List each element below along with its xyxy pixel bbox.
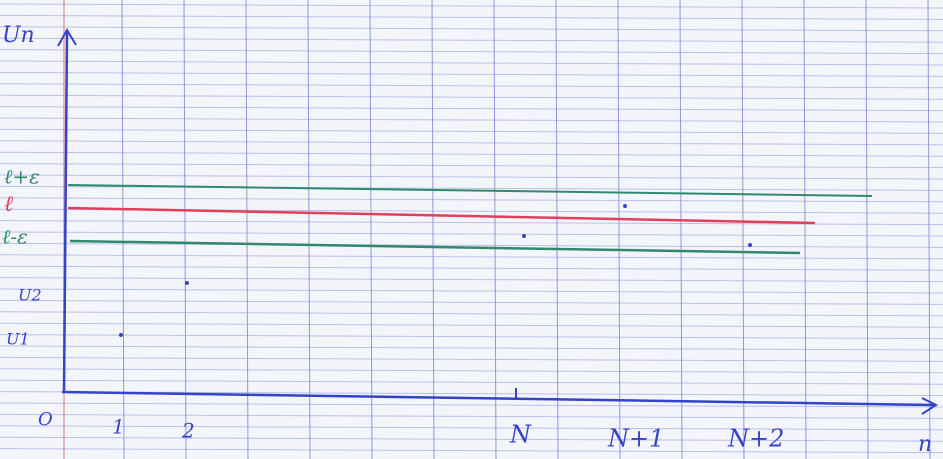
x-label: 1 <box>112 415 125 439</box>
x-label: N+2 <box>727 425 784 453</box>
x-label: 2 <box>181 419 195 443</box>
y-axis-label: Un <box>2 23 35 48</box>
paper <box>0 0 943 459</box>
y-label: U2 <box>18 286 42 305</box>
sequence-point <box>748 243 752 247</box>
x-axis-label: n <box>918 432 932 457</box>
sequence-point <box>522 234 526 238</box>
sequence-point <box>119 333 123 337</box>
notebook-sketch: Un n O 1 2 N N+1 N+2 ℓ+ε ℓ ℓ-ε U2 U1 <box>0 0 943 459</box>
x-label: N+1 <box>607 425 664 453</box>
origin-label: O <box>38 409 53 430</box>
y-label: ℓ+ε <box>4 165 40 189</box>
x-label: N <box>509 421 532 449</box>
y-label: ℓ-ε <box>2 225 28 249</box>
y-label: U1 <box>6 330 30 349</box>
sequence-point <box>185 281 189 285</box>
y-label: ℓ <box>4 192 14 217</box>
sequence-point <box>623 204 627 208</box>
